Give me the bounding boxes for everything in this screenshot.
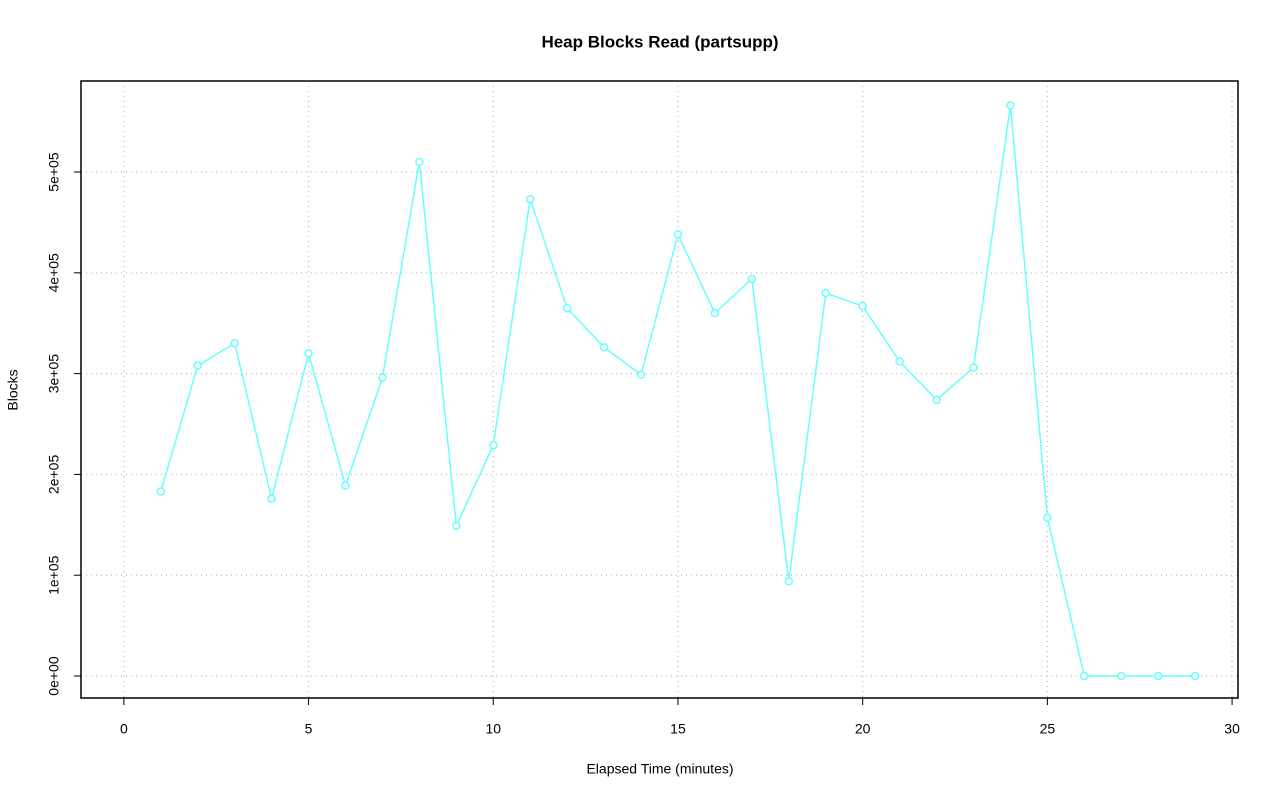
y-tick-label: 2e+05	[46, 455, 62, 495]
data-point	[341, 481, 350, 490]
x-axis-label: Elapsed Time (minutes)	[586, 761, 733, 777]
x-tick-label: 0	[120, 721, 128, 737]
data-point	[932, 395, 941, 405]
data-point	[673, 230, 683, 239]
data-point	[895, 357, 904, 366]
data-point	[858, 301, 867, 311]
data-point	[489, 440, 498, 450]
plot-frame	[80, 80, 1239, 699]
x-tick-label: 25	[1040, 721, 1056, 737]
x-tick-label: 20	[855, 721, 871, 737]
data-point	[784, 577, 794, 586]
chart-title: Heap Blocks Read (partsupp)	[541, 32, 778, 51]
data-point	[452, 521, 461, 531]
data-point	[378, 373, 387, 382]
y-tick-label: 5e+05	[46, 152, 62, 192]
data-point	[415, 157, 424, 167]
x-tick-label: 10	[485, 721, 501, 737]
y-tick-label: 3e+05	[46, 354, 62, 394]
data-point	[1043, 513, 1052, 523]
data-point	[562, 303, 572, 313]
y-tick-label: 1e+05	[46, 555, 62, 595]
data-point	[1153, 671, 1163, 681]
data-point	[267, 494, 276, 503]
y-tick-label: 4e+05	[46, 253, 62, 293]
data-point	[525, 194, 535, 204]
y-tick-label: 0e+00	[46, 656, 62, 696]
data-point	[1117, 671, 1126, 681]
y-axis-label: Blocks	[5, 369, 21, 410]
data-point	[1080, 671, 1089, 681]
x-tick-label: 30	[1224, 721, 1240, 737]
x-tick-label: 15	[670, 721, 686, 737]
data-point	[230, 339, 239, 348]
data-point	[710, 308, 720, 318]
data-point	[821, 288, 830, 298]
data-point	[1006, 101, 1015, 110]
data-point	[636, 370, 646, 379]
data-point	[304, 349, 313, 358]
data-point	[1190, 671, 1200, 681]
data-point	[599, 343, 609, 352]
data-point	[969, 363, 978, 372]
data-point	[156, 487, 166, 496]
data-point	[747, 274, 757, 284]
data-point	[193, 361, 202, 370]
x-tick-label: 5	[305, 721, 313, 737]
